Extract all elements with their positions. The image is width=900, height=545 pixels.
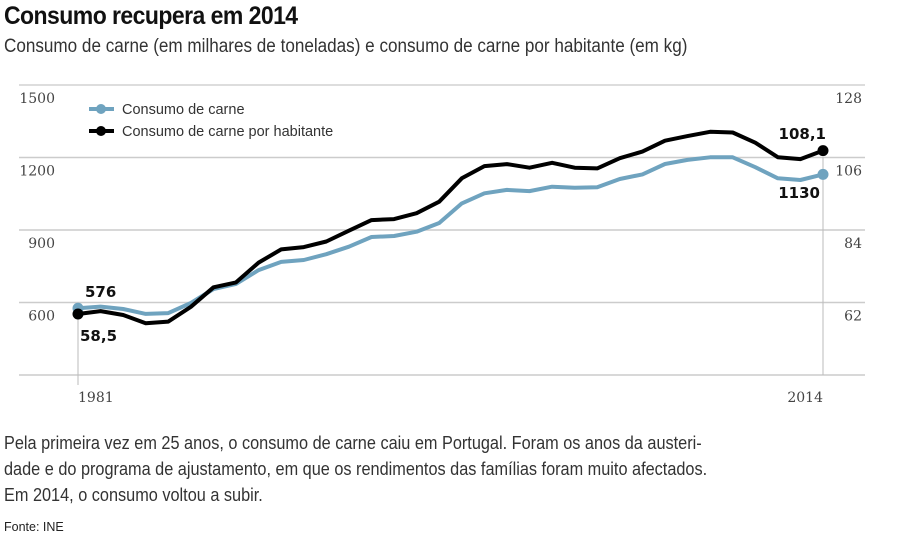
data-label-consumo-start: 576 [85, 283, 116, 301]
y-right-tick-label: 62 [844, 309, 862, 325]
consumo-endpoint-marker [817, 168, 829, 180]
legend-label-per-capita: Consumo de carne por habitante [122, 124, 333, 140]
y-left-tick-label: 600 [28, 309, 55, 325]
per-capita-endpoint-marker [72, 308, 84, 320]
chart-subtitle: Consumo de carne (em milhares de tonelad… [4, 36, 688, 57]
data-label-per-capita-start: 58,5 [80, 327, 117, 345]
body-text-line-3: Em 2014, o consumo voltou a subir. [4, 484, 263, 505]
legend-marker-per-capita [96, 126, 106, 136]
series-line-consumo [77, 155, 824, 316]
line-chart: 1500 1200 900 600 128 106 84 62 1981 2014 Cons… [19, 84, 865, 406]
y-left-tick-label: 1500 [19, 91, 55, 107]
y-left-tick-label: 900 [28, 236, 55, 252]
legend-label-consumo: Consumo de carne [122, 102, 245, 118]
legend: Consumo de carne Consumo de carne por ha… [89, 102, 333, 140]
y-right-tick-label: 106 [835, 164, 862, 180]
y-right-tick-label: 84 [844, 236, 862, 252]
source-note: Fonte: INE [4, 520, 64, 534]
body-text-line-2: dade e do programa de ajustamento, em qu… [4, 458, 708, 479]
data-label-consumo-end: 1130 [778, 184, 820, 202]
body-text-line-1: Pela primeira vez em 25 anos, o consumo … [4, 432, 702, 453]
y-left-tick-label: 1200 [19, 164, 55, 180]
chart-title: Consumo recupera em 2014 [4, 2, 298, 30]
data-label-per-capita-end: 108,1 [779, 125, 826, 143]
x-tick-label-1981: 1981 [78, 390, 114, 406]
series-line-per-capita [77, 129, 824, 326]
legend-marker-consumo [96, 104, 106, 114]
x-tick-label-2014: 2014 [787, 390, 823, 406]
y-right-tick-label: 128 [835, 91, 862, 107]
per-capita-endpoint-marker [817, 145, 829, 157]
